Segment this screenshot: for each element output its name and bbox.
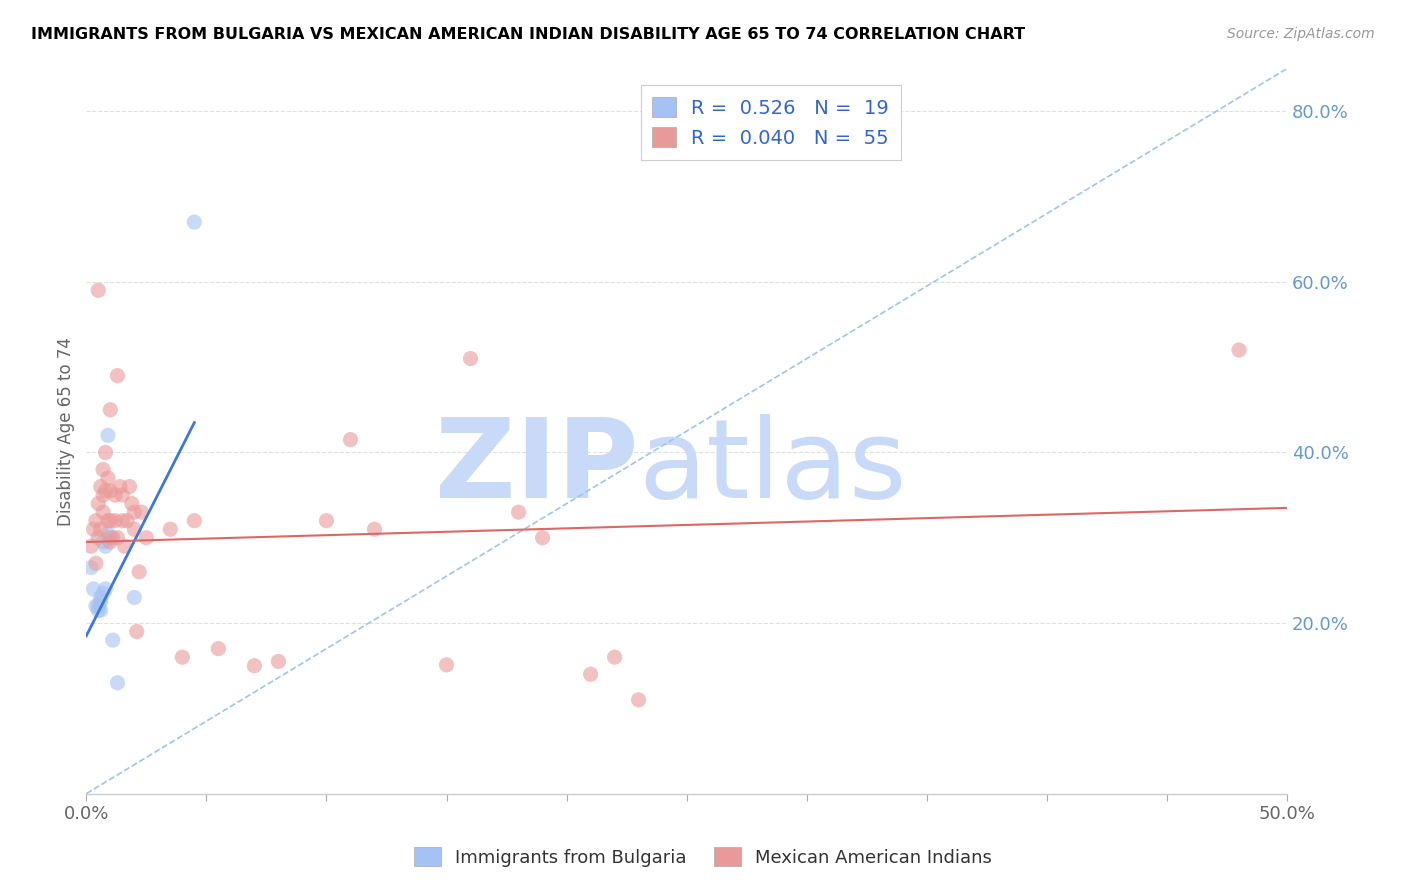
Point: [183, 514, 205, 528]
Point: [460, 351, 482, 366]
Point: [97, 471, 120, 485]
Point: [94, 483, 117, 498]
Point: [98, 402, 121, 417]
Point: [172, 650, 194, 665]
Point: [84, 514, 107, 528]
Point: [87, 497, 110, 511]
Point: [1227, 343, 1250, 357]
Point: [97, 514, 120, 528]
Point: [124, 591, 146, 605]
Point: [104, 488, 127, 502]
Point: [87, 283, 110, 297]
Point: [243, 658, 266, 673]
Point: [107, 675, 129, 690]
Point: [107, 531, 129, 545]
Point: [124, 505, 146, 519]
Point: [98, 514, 121, 528]
Point: [91, 505, 114, 519]
Point: [80, 560, 103, 574]
Text: ZIP: ZIP: [436, 414, 638, 521]
Text: IMMIGRANTS FROM BULGARIA VS MEXICAN AMERICAN INDIAN DISABILITY AGE 65 TO 74 CORR: IMMIGRANTS FROM BULGARIA VS MEXICAN AMER…: [31, 27, 1025, 42]
Point: [98, 535, 121, 549]
Point: [87, 599, 110, 613]
Point: [98, 531, 121, 545]
Point: [90, 595, 112, 609]
Point: [111, 488, 134, 502]
Point: [267, 655, 290, 669]
Point: [118, 479, 141, 493]
Point: [124, 522, 146, 536]
Point: [531, 531, 554, 545]
Point: [125, 624, 148, 639]
Point: [97, 428, 120, 442]
Point: [87, 603, 110, 617]
Point: [101, 531, 124, 545]
Point: [603, 650, 626, 665]
Point: [128, 565, 150, 579]
Point: [90, 522, 112, 536]
Point: [135, 531, 157, 545]
Point: [90, 479, 112, 493]
Point: [111, 514, 134, 528]
Point: [104, 514, 127, 528]
Point: [315, 514, 337, 528]
Point: [108, 479, 131, 493]
Point: [131, 505, 153, 519]
Text: atlas: atlas: [638, 414, 907, 521]
Point: [90, 603, 112, 617]
Point: [91, 462, 114, 476]
Point: [91, 586, 114, 600]
Point: [84, 557, 107, 571]
Legend: Immigrants from Bulgaria, Mexican American Indians: Immigrants from Bulgaria, Mexican Americ…: [406, 840, 1000, 874]
Point: [94, 445, 117, 459]
Point: [363, 522, 385, 536]
Point: [80, 539, 103, 553]
Point: [87, 531, 110, 545]
Point: [183, 215, 205, 229]
Point: [159, 522, 181, 536]
Point: [114, 539, 136, 553]
Point: [90, 591, 112, 605]
Point: [82, 582, 104, 596]
Point: [94, 539, 117, 553]
Point: [579, 667, 602, 681]
Point: [207, 641, 229, 656]
Point: [84, 599, 107, 613]
Point: [115, 514, 138, 528]
Text: Source: ZipAtlas.com: Source: ZipAtlas.com: [1227, 27, 1375, 41]
Point: [94, 582, 117, 596]
Point: [339, 433, 361, 447]
Legend: R =  0.526   N =  19, R =  0.040   N =  55: R = 0.526 N = 19, R = 0.040 N = 55: [641, 86, 901, 160]
Point: [97, 526, 120, 541]
Point: [101, 633, 124, 648]
Point: [627, 693, 650, 707]
Point: [98, 483, 121, 498]
Y-axis label: Disability Age 65 to 74: Disability Age 65 to 74: [58, 336, 75, 525]
Point: [508, 505, 530, 519]
Point: [107, 368, 129, 383]
Point: [121, 497, 143, 511]
Point: [436, 657, 458, 672]
Point: [91, 535, 114, 549]
Point: [91, 488, 114, 502]
Point: [82, 522, 104, 536]
